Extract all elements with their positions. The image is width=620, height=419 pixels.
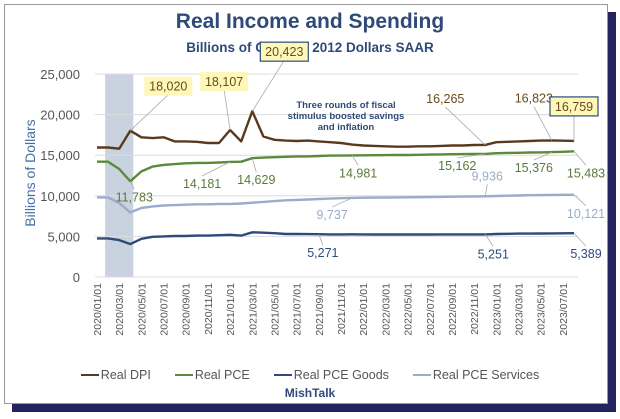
- data-label-leader: [484, 184, 488, 197]
- data-label: 10,121: [567, 207, 605, 221]
- x-tick-label: 2021/05/01: [269, 283, 281, 336]
- data-label-leader: [533, 106, 553, 141]
- series-line-real-pce-goods: [97, 231, 575, 246]
- x-tick-label: 2023/03/01: [514, 283, 526, 336]
- data-label-leader: [251, 158, 257, 173]
- y-tick-label: 10,000: [40, 189, 80, 204]
- x-tick-label: 2021/01/01: [225, 283, 237, 336]
- data-label-leader: [223, 89, 231, 131]
- x-tick-label: 2023/07/01: [558, 283, 570, 336]
- x-tick-label: 2021/07/01: [292, 283, 304, 336]
- x-tick-label: 2023/01/01: [491, 283, 503, 336]
- annotation-text: stimulus boosted savings: [288, 111, 405, 122]
- legend-swatch: [412, 374, 431, 376]
- data-label: 15,162: [438, 159, 476, 173]
- data-label: 5,251: [478, 247, 509, 261]
- data-label-leader: [533, 151, 552, 161]
- x-tick-label: 2021/11/01: [336, 283, 348, 335]
- legend-label: Real DPI: [100, 368, 151, 382]
- data-label-box: [549, 96, 599, 117]
- legend-label: Real PCE Services: [432, 368, 540, 382]
- data-label-leader: [251, 59, 285, 112]
- x-tick-label: 2020/01/01: [92, 283, 104, 336]
- legend-item-real-pce-goods: Real PCE Goods: [273, 368, 389, 382]
- data-label: 9,737: [316, 208, 347, 222]
- data-label-leader: [457, 153, 486, 159]
- y-tick-label: 5,000: [47, 229, 80, 244]
- data-label-box: [259, 41, 309, 62]
- data-label-leader: [573, 151, 587, 166]
- data-label-leader: [129, 181, 135, 190]
- x-tick-label: 2020/05/01: [136, 283, 148, 336]
- x-tick-label: 2021/09/01: [314, 283, 326, 336]
- data-label-leader: [351, 155, 359, 166]
- series-line-real-pce: [97, 150, 575, 183]
- data-label: 16,823: [515, 91, 553, 105]
- chart-subtitle: Billions of Chained 2012 Dollars SAAR: [186, 40, 434, 55]
- series-line-real-pce-services: [97, 193, 574, 214]
- x-tick-label: 2020/03/01: [114, 283, 126, 336]
- data-label: 18,020: [149, 80, 187, 94]
- legend-swatch: [174, 374, 193, 376]
- data-label: 15,483: [567, 166, 605, 180]
- data-label: 15,376: [515, 161, 553, 175]
- data-label-box: [200, 71, 249, 91]
- legend-item-real-pce: Real PCE: [174, 368, 250, 382]
- x-tick-label: 2022/07/01: [425, 283, 437, 336]
- x-tick-label: 2022/05/01: [403, 283, 415, 336]
- data-label: 11,783: [116, 190, 153, 204]
- data-label-leader: [444, 106, 486, 146]
- y-tick-label: 0: [73, 270, 80, 285]
- x-tick-label: 2022/11/01: [469, 283, 481, 335]
- data-label-leader: [130, 94, 169, 131]
- data-label: 14,181: [183, 177, 221, 191]
- legend-item-real-dpi: Real DPI: [80, 368, 151, 382]
- x-tick-label: 2020/07/01: [159, 283, 171, 336]
- annotation-text: and inflation: [318, 122, 375, 133]
- legend-label: Real PCE: [194, 368, 250, 382]
- annotation-text: Three rounds of fiscal: [296, 100, 395, 111]
- data-label-leader: [201, 161, 231, 177]
- chart-panel: [4, 4, 608, 404]
- data-label-leader: [331, 197, 353, 208]
- data-label: 9,936: [472, 169, 503, 183]
- x-tick-label: 2020/11/01: [203, 283, 215, 335]
- data-label: 5,271: [307, 246, 338, 260]
- data-label: 5,389: [570, 247, 601, 261]
- data-label-leader: [573, 194, 587, 207]
- x-tick-label: 2020/09/01: [181, 283, 193, 336]
- data-label-leader: [318, 234, 324, 246]
- legend-swatch: [80, 374, 99, 376]
- data-label-box: [144, 76, 193, 96]
- y-tick-label: 15,000: [40, 148, 80, 163]
- x-tick-label: 2022/01/01: [358, 283, 370, 336]
- x-tick-label: 2023/05/01: [536, 283, 548, 336]
- legend: Real DPI Real PCE Real PCE Goods Real PC…: [0, 368, 620, 382]
- data-label: 16,265: [426, 92, 464, 106]
- legend-label: Real PCE Goods: [293, 368, 389, 382]
- x-tick-label: 2022/09/01: [447, 283, 459, 336]
- legend-item-real-pce-services: Real PCE Services: [412, 368, 540, 382]
- data-label: 20,423: [265, 45, 303, 59]
- x-tick-label: 2021/03/01: [247, 283, 259, 336]
- credit-label: MishTalk: [284, 386, 336, 400]
- y-tick-label: 25,000: [40, 67, 80, 82]
- data-label-leader: [573, 232, 587, 247]
- data-label: 18,107: [205, 75, 243, 89]
- x-tick-label: 2022/03/01: [380, 283, 392, 336]
- data-label: 14,981: [339, 166, 377, 180]
- data-label-leader: [484, 234, 494, 247]
- chart-title: Real Income and Spending: [175, 10, 445, 33]
- series-line-real-dpi: [97, 109, 575, 150]
- y-tick-label: 20,000: [40, 108, 80, 123]
- recession-band: [105, 74, 134, 277]
- legend-swatch: [273, 374, 292, 376]
- data-label: 16,759: [555, 100, 593, 114]
- data-label: 14,629: [237, 173, 275, 187]
